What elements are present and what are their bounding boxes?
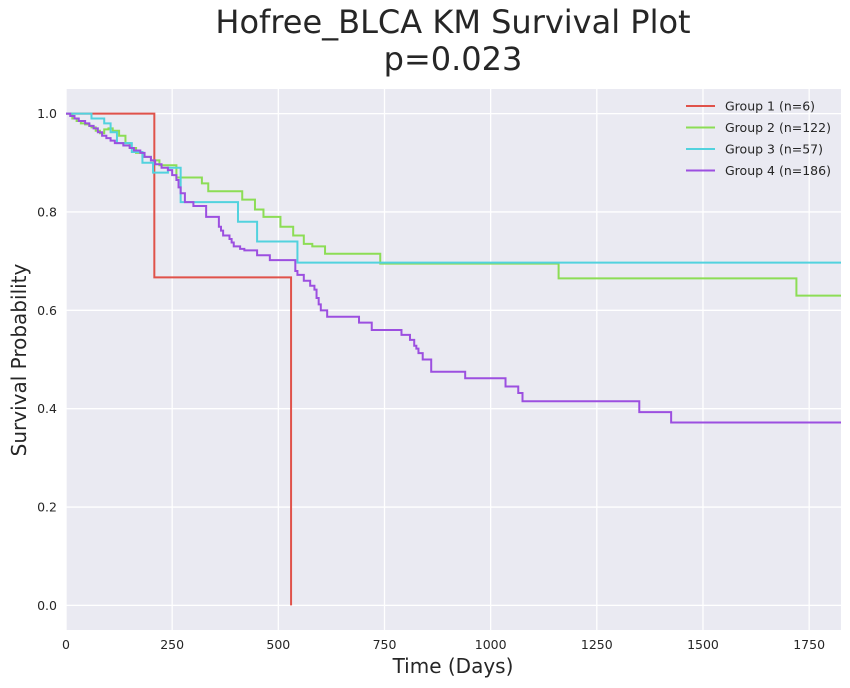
y-tick-label: 1.0 xyxy=(37,106,57,121)
x-tick-label: 750 xyxy=(373,637,397,652)
x-tick-label: 0 xyxy=(62,637,70,652)
gridlines xyxy=(65,89,841,630)
y-tick-label: 0.8 xyxy=(37,204,57,219)
series-line-group-3 xyxy=(66,112,841,264)
chart-subtitle: p=0.023 xyxy=(384,40,523,78)
x-axis-label: Time (Days) xyxy=(392,654,514,678)
x-tick-label: 250 xyxy=(160,637,184,652)
y-axis-label: Survival Probability xyxy=(7,263,31,456)
y-tick-label: 0.4 xyxy=(37,401,57,416)
x-tick-label: 1000 xyxy=(475,637,507,652)
y-tick-label: 0.6 xyxy=(37,303,57,318)
chart-title: Hofree_BLCA KM Survival Plot xyxy=(215,3,690,41)
y-tick-label: 0.2 xyxy=(37,500,57,515)
series-line-group-4 xyxy=(66,112,841,424)
legend-label-group-3: Group 3 (n=57) xyxy=(725,142,823,157)
legend-label-group-2: Group 2 (n=122) xyxy=(725,120,831,135)
x-tick-label: 1500 xyxy=(687,637,719,652)
plot-area xyxy=(66,89,841,630)
y-tick-label: 0.0 xyxy=(37,598,57,613)
y-axis-ticks: 0.0 0.2 0.4 0.6 0.8 1.0 xyxy=(37,106,57,613)
legend-label-group-4: Group 4 (n=186) xyxy=(725,163,831,178)
x-tick-label: 500 xyxy=(266,637,290,652)
legend-label-group-1: Group 1 (n=6) xyxy=(725,99,815,114)
series-lines xyxy=(66,112,841,606)
series-line-group-1 xyxy=(66,112,293,606)
legend: Group 1 (n=6) Group 2 (n=122) Group 3 (n=5… xyxy=(686,99,831,178)
x-tick-label: 1750 xyxy=(793,637,825,652)
x-tick-label: 1250 xyxy=(581,637,613,652)
x-axis-ticks: 0 250 500 750 1000 1250 1500 1750 xyxy=(62,637,825,652)
